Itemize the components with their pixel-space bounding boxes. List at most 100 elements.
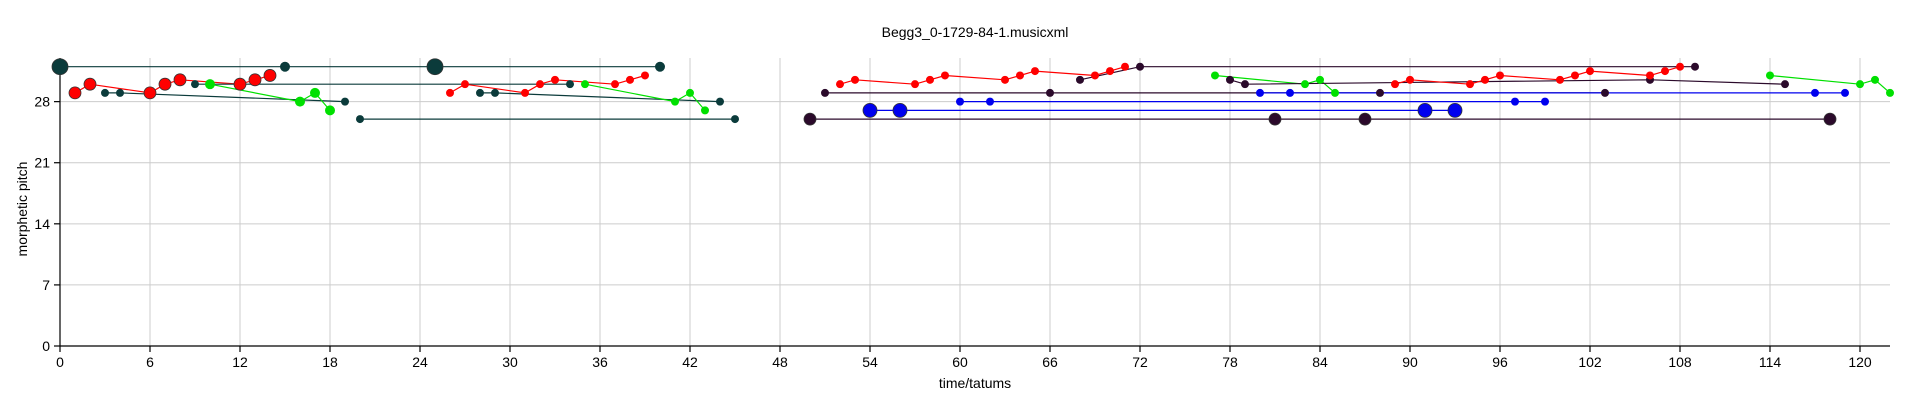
data-point	[551, 75, 559, 84]
data-point	[1781, 80, 1789, 89]
data-point	[491, 88, 499, 97]
x-tick-label: 12	[232, 354, 248, 370]
y-tick-label: 7	[42, 277, 50, 293]
x-axis-label: time/tatums	[939, 375, 1011, 391]
data-point	[1586, 67, 1594, 76]
data-point	[1268, 112, 1282, 126]
data-point	[1601, 88, 1609, 97]
data-point	[101, 88, 109, 97]
data-point	[1496, 71, 1504, 80]
data-point	[926, 75, 934, 84]
data-point	[233, 77, 247, 91]
data-point	[1481, 75, 1489, 84]
x-tick-label: 24	[412, 354, 428, 370]
x-tick-label: 42	[682, 354, 698, 370]
data-point	[1466, 80, 1474, 89]
y-tick-label: 14	[34, 216, 50, 232]
data-point	[1256, 88, 1264, 97]
data-point	[1331, 88, 1339, 97]
y-tick-label: 0	[42, 338, 50, 354]
data-point	[641, 71, 649, 80]
data-point	[83, 77, 97, 91]
data-point	[263, 69, 277, 82]
data-point	[1886, 88, 1894, 97]
data-point	[325, 105, 335, 116]
data-point	[581, 80, 589, 89]
data-point	[68, 86, 82, 100]
data-point	[1417, 102, 1433, 118]
data-point	[862, 102, 878, 118]
chart-title: Begg3_0-1729-84-1.musicxml	[882, 24, 1069, 40]
x-tick-label: 120	[1848, 354, 1872, 370]
data-point	[1447, 102, 1463, 118]
x-tick-label: 66	[1042, 354, 1058, 370]
data-point	[1226, 75, 1234, 84]
data-point	[158, 77, 172, 91]
data-point	[295, 96, 305, 107]
x-tick-label: 90	[1402, 354, 1418, 370]
data-point	[116, 88, 124, 97]
data-point	[310, 87, 320, 98]
data-point	[341, 97, 349, 106]
data-point	[248, 73, 262, 87]
data-point	[1316, 75, 1324, 84]
data-point	[821, 88, 829, 97]
data-point	[1661, 67, 1669, 76]
data-point	[1301, 80, 1309, 89]
data-point	[611, 80, 619, 89]
data-point	[426, 58, 444, 76]
data-point	[1286, 88, 1294, 97]
data-point	[1811, 88, 1819, 97]
x-tick-label: 72	[1132, 354, 1148, 370]
data-point	[536, 80, 544, 89]
data-point	[911, 80, 919, 89]
y-axis-label: morphetic pitch	[14, 162, 30, 257]
data-point	[1031, 67, 1039, 76]
data-point	[803, 112, 817, 126]
x-tick-label: 30	[502, 354, 518, 370]
data-point	[1841, 88, 1849, 97]
data-point	[671, 97, 679, 106]
data-point	[1766, 71, 1774, 80]
x-tick-label: 60	[952, 354, 968, 370]
series-line	[105, 92, 346, 103]
data-point	[1856, 80, 1864, 89]
data-point	[521, 88, 529, 97]
x-tick-label: 102	[1578, 354, 1602, 370]
data-point	[1211, 71, 1219, 80]
data-point	[956, 97, 964, 106]
data-point	[731, 115, 739, 124]
data-point	[191, 80, 199, 89]
data-point	[1241, 80, 1249, 89]
data-point	[701, 106, 709, 115]
x-tick-label: 114	[1759, 354, 1782, 370]
series-line	[1214, 74, 1336, 94]
x-tick-label: 108	[1668, 354, 1692, 370]
x-tick-label: 96	[1492, 354, 1508, 370]
data-point	[1046, 88, 1054, 97]
data-point	[1691, 62, 1699, 71]
x-tick-label: 0	[56, 354, 64, 370]
data-point	[1391, 80, 1399, 89]
data-point	[1091, 71, 1099, 80]
data-point	[143, 86, 157, 100]
y-tick-label: 21	[34, 155, 50, 171]
data-point	[1541, 97, 1549, 106]
data-point	[205, 79, 215, 90]
data-point	[1406, 75, 1414, 84]
data-point	[461, 80, 469, 89]
data-point	[1871, 75, 1879, 84]
data-point	[446, 88, 454, 97]
data-point	[1511, 97, 1519, 106]
data-point	[280, 61, 290, 72]
data-point	[716, 97, 724, 106]
x-tick-label: 48	[772, 354, 788, 370]
data-point	[1121, 62, 1129, 71]
data-point	[892, 102, 908, 118]
data-point	[1676, 62, 1684, 71]
data-point	[1106, 67, 1114, 76]
data-point	[173, 73, 187, 87]
data-point	[566, 80, 574, 89]
x-tick-label: 18	[322, 354, 338, 370]
